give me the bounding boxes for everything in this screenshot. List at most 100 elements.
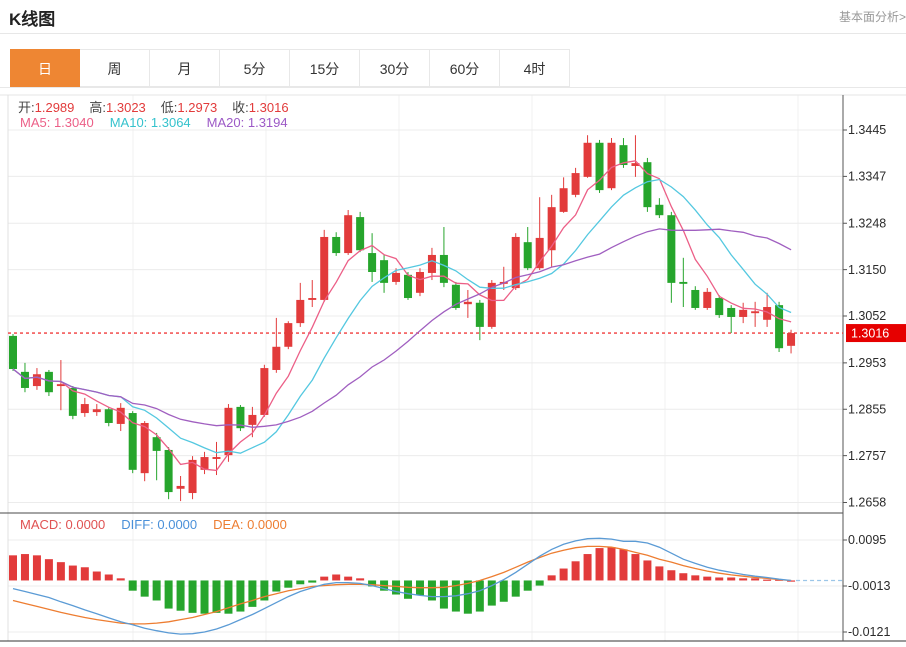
candle-body (56, 384, 65, 387)
candle-body (451, 284, 460, 308)
ohlc-legend: 开:1.2989 高:1.3023 低:1.2973 收:1.3016 (18, 97, 304, 116)
macd-bar (535, 580, 544, 586)
macd-bar (188, 580, 197, 613)
current-price-badge-text: 1.3016 (851, 327, 889, 341)
ma-legend-item-2: MA20: 1.3194 (206, 115, 288, 130)
macd-bar (643, 560, 652, 581)
tab-week[interactable]: 周 (80, 49, 150, 87)
macd-bar (332, 574, 341, 581)
candle-body (415, 271, 424, 293)
candle-body (739, 309, 748, 317)
candle-body (236, 406, 245, 429)
candle-body (392, 272, 401, 282)
macd-legend-item-2: DEA: 0.0000 (213, 517, 287, 532)
macd-bar (80, 567, 89, 581)
macd-bar (9, 555, 17, 581)
macd-bar (715, 577, 724, 581)
macd-bar (320, 576, 329, 581)
price-axis-label: 1.3150 (848, 263, 886, 277)
candle-body (92, 409, 101, 413)
ohlc-legend-value-0: 1.2989 (34, 100, 75, 115)
candle-body (32, 374, 41, 387)
macd-bar (427, 580, 436, 601)
candle-body (439, 254, 448, 283)
macd-legend-item-0: MACD: 0.0000 (20, 517, 106, 532)
macd-bar (296, 580, 305, 585)
candle-body (20, 371, 29, 388)
candle-body (356, 217, 365, 251)
candle-body (475, 302, 484, 327)
ohlc-legend-label-3: 收: (232, 100, 249, 115)
macd-axis-label: -0.0013 (848, 579, 890, 593)
price-axis-label: 1.3248 (848, 216, 886, 230)
ma-legend-item-0: MA5: 1.3040 (20, 115, 94, 130)
current-price-badge (846, 324, 906, 343)
ma20-line (12, 228, 792, 428)
macd-axis-label: -0.0121 (848, 625, 890, 639)
candle-body (116, 407, 125, 424)
macd-bar (272, 580, 281, 592)
macd-bar (463, 580, 472, 614)
candle-body (308, 298, 317, 300)
macd-bar (607, 547, 616, 581)
macd-bar (356, 578, 365, 581)
tab-15min[interactable]: 15分 (290, 49, 360, 87)
candle-body (200, 457, 209, 470)
fundamental-analysis-link[interactable]: 基本面分析> (838, 10, 906, 24)
candle-body (9, 335, 17, 370)
candle-body (212, 457, 221, 459)
macd-legend-item-1: DIFF: 0.0000 (121, 517, 198, 532)
candle-body (404, 274, 413, 299)
candle-body (332, 236, 341, 254)
macd-bar (200, 580, 209, 614)
candle-body (380, 260, 389, 283)
candle-body (272, 346, 281, 370)
macd-bar (655, 566, 664, 581)
dea-line (12, 545, 792, 625)
ma-legend-item-1: MA10: 1.3064 (109, 115, 191, 130)
tab-5min[interactable]: 5分 (220, 49, 290, 87)
candle-body (691, 289, 700, 308)
macd-bar (128, 580, 137, 591)
price-axis-label: 1.3445 (848, 123, 886, 137)
tab-30min[interactable]: 30分 (360, 49, 430, 87)
tab-60min[interactable]: 60分 (430, 49, 500, 87)
candle-body (68, 387, 77, 416)
macd-bar (727, 577, 736, 581)
macd-bar (547, 575, 556, 581)
macd-bar (475, 580, 484, 612)
tab-day[interactable]: 日 (10, 49, 80, 87)
candle-body (763, 307, 772, 320)
header-divider (0, 33, 906, 34)
candle-body (775, 305, 784, 349)
ohlc-legend-label-2: 低: (160, 100, 178, 115)
macd-bar (212, 580, 221, 613)
macd-bar (140, 580, 149, 597)
price-axis-label: 1.2658 (848, 496, 886, 510)
candle-body (727, 307, 736, 317)
macd-bar (92, 571, 101, 581)
macd-bar (260, 580, 269, 601)
candle-body (643, 162, 652, 208)
macd-bar (236, 580, 245, 612)
macd-bar (631, 554, 640, 581)
page-title: K线图 (9, 10, 56, 29)
ohlc-legend-value-1: 1.3023 (106, 100, 146, 115)
candle-body (511, 236, 520, 289)
macd-bar (56, 562, 65, 581)
macd-bar (20, 554, 29, 581)
tab-4hour[interactable]: 4时 (500, 49, 570, 87)
tab-month[interactable]: 月 (150, 49, 220, 87)
macd-bar (404, 580, 413, 599)
candle-body (607, 142, 616, 189)
macd-bar (703, 576, 712, 581)
price-axis-label: 1.2953 (848, 356, 886, 370)
candle-body (188, 459, 197, 494)
candle-body (619, 145, 628, 166)
macd-bar (691, 575, 700, 581)
macd-bar (284, 580, 293, 588)
candle-body (559, 188, 568, 212)
ohlc-legend-value-3: 1.3016 (248, 100, 289, 115)
